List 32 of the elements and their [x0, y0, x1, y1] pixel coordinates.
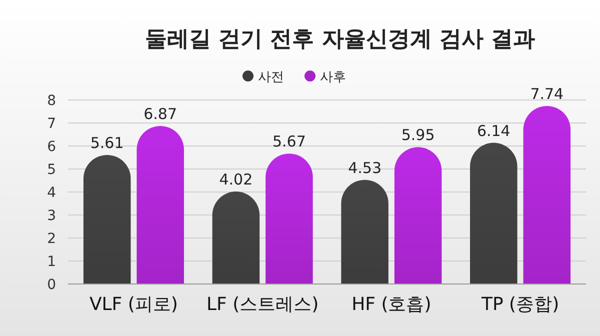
data-label: 5.95	[401, 126, 435, 144]
x-tick-label: VLF (피로)	[89, 294, 178, 315]
y-tick-label: 4	[47, 185, 56, 201]
data-label: 4.53	[348, 158, 382, 177]
legend-label: 사전	[258, 70, 284, 85]
bar	[394, 147, 442, 284]
data-label: 5.67	[272, 132, 306, 151]
x-tick-label: LF (스트레스)	[206, 294, 319, 315]
bar	[266, 154, 313, 284]
bar	[136, 126, 184, 284]
x-tick-label: HF (호흡)	[352, 294, 432, 315]
chart-title: 둘레길 걷기 전후 자율신경계 검사 결과	[144, 27, 536, 52]
data-label: 6.14	[476, 122, 510, 140]
bar	[523, 106, 571, 284]
y-tick-label: 2	[47, 231, 56, 247]
y-tick-label: 1	[47, 254, 56, 270]
y-tick-label: 7	[47, 116, 56, 132]
y-tick-label: 6	[47, 139, 56, 155]
legend-label: 사후	[320, 70, 346, 85]
bar	[470, 142, 518, 284]
y-tick-label: 0	[47, 277, 56, 293]
y-tick-label: 3	[47, 208, 56, 224]
bar	[212, 192, 260, 284]
data-label: 5.61	[90, 134, 124, 152]
data-label: 6.87	[144, 104, 178, 123]
x-tick-label: TP (종합)	[480, 294, 560, 315]
data-label: 7.74	[530, 84, 564, 103]
y-tick-label: 5	[47, 162, 56, 178]
data-label: 4.02	[219, 170, 253, 189]
bar	[341, 180, 388, 284]
bar	[83, 155, 131, 284]
y-tick-label: 8	[47, 93, 56, 109]
